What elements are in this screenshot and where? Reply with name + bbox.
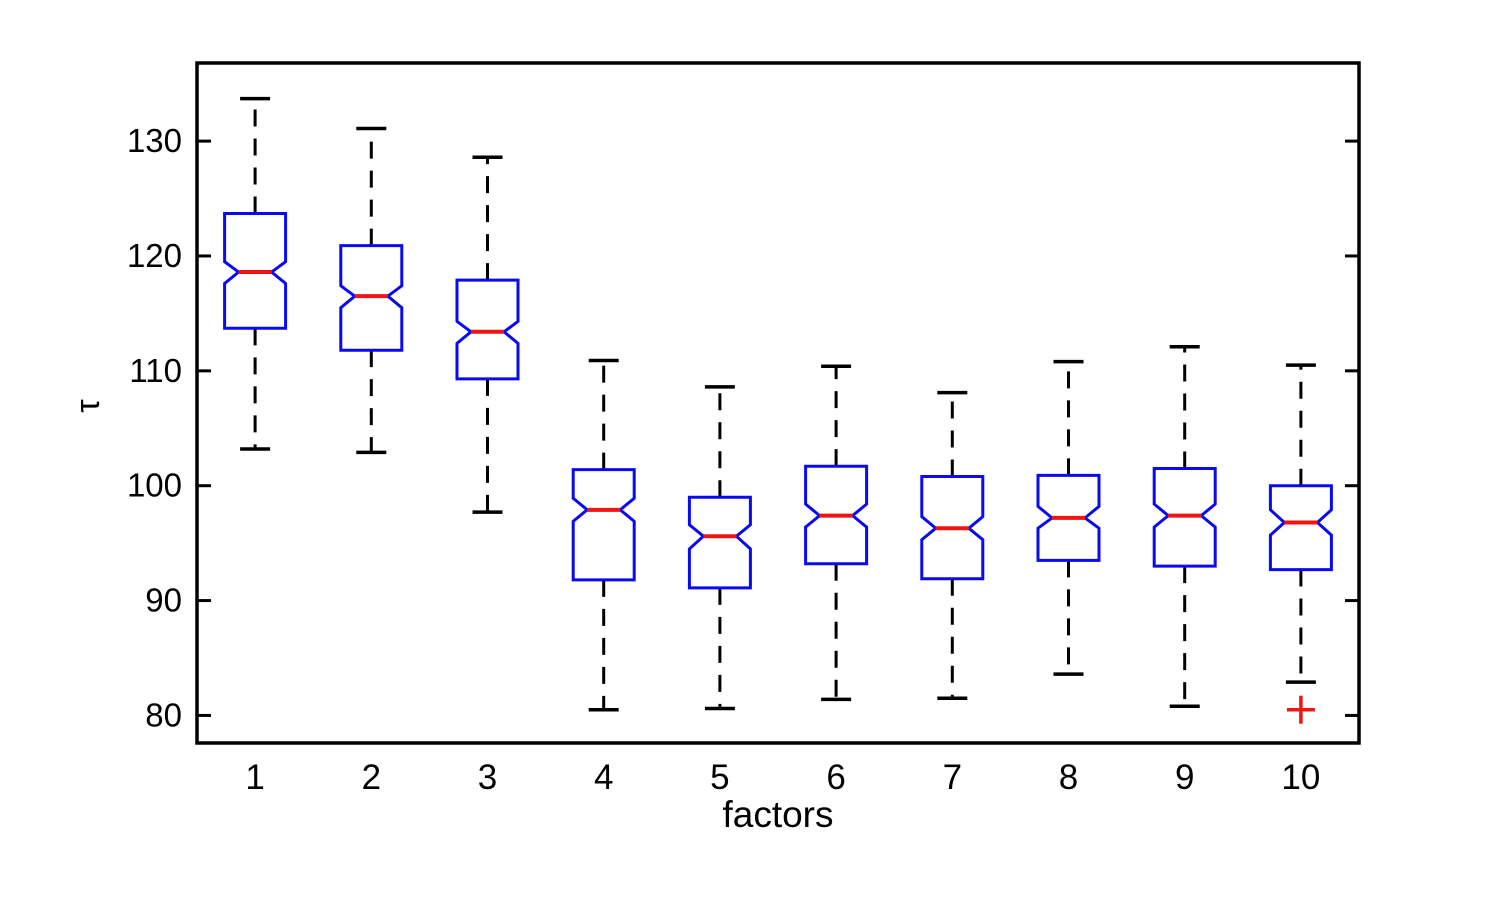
x-tick-label-4: 4 [594,758,613,797]
x-tick-label-5: 5 [710,758,729,797]
box-body-3 [455,278,520,381]
y-tick-label-90: 90 [145,582,182,619]
y-axis-label: τ [69,399,107,413]
x-tick-label-3: 3 [478,758,497,797]
box-body-10 [1268,484,1333,572]
y-tick-label-120: 120 [127,237,182,274]
box-body-5 [687,495,752,590]
axis-frame [195,61,1361,745]
y-tick-label-130: 130 [127,122,182,159]
x-tick-label-9: 9 [1175,758,1194,797]
y-tick-label-100: 100 [127,467,182,504]
box-body-4 [571,468,636,582]
x-tick-label-2: 2 [362,758,381,797]
x-tick-label-6: 6 [826,758,845,797]
x-tick-label-10: 10 [1281,758,1320,797]
x-tick-label-8: 8 [1059,758,1078,797]
x-tick-label-7: 7 [943,758,962,797]
x-tick-label-1: 1 [245,758,264,797]
y-tick-label-110: 110 [129,352,182,389]
y-tick-label-80: 80 [145,696,182,733]
x-axis-label: factors [722,794,834,835]
